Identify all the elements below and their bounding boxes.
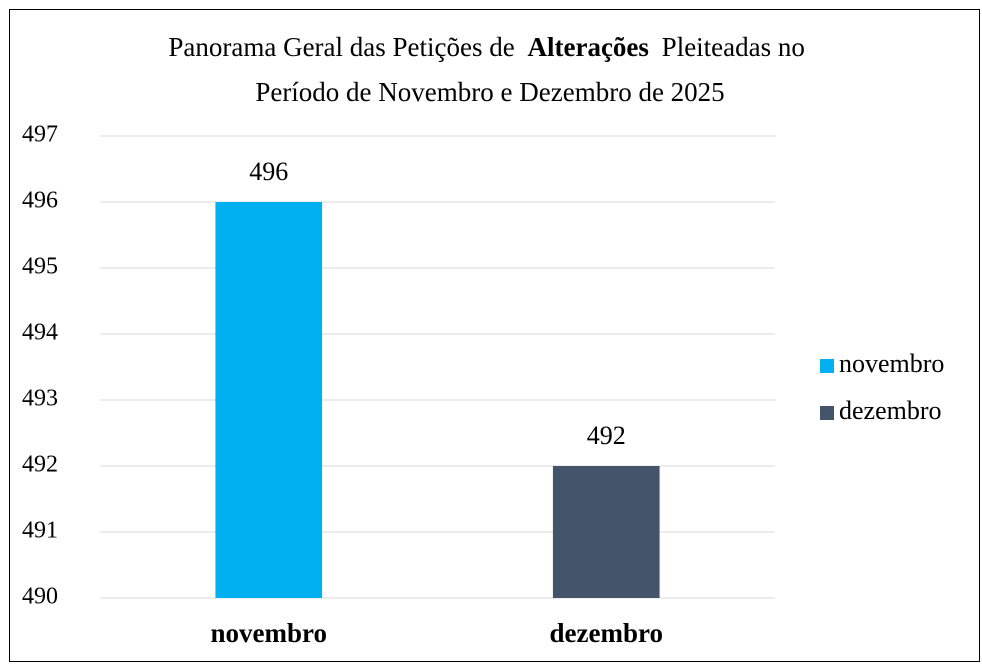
y-tick-label: 494	[22, 320, 58, 346]
data-label: 492	[587, 421, 626, 450]
legend-swatch	[820, 359, 834, 373]
y-tick-label: 493	[22, 386, 58, 412]
y-tick-label: 492	[22, 452, 58, 478]
title-part: Pleiteadas no	[662, 32, 805, 62]
legend-label: novembro	[839, 349, 944, 378]
data-label: 496	[249, 157, 288, 186]
legend-swatch	[820, 406, 834, 420]
bar	[552, 466, 660, 598]
y-tick-label: 497	[22, 122, 58, 148]
y-tick-label: 496	[22, 188, 58, 214]
y-tick-label: 495	[22, 254, 58, 280]
x-tick-label: novembro	[210, 618, 327, 648]
title-part: Período de Novembro e Dezembro de 2025	[255, 77, 724, 107]
legend-label: dezembro	[839, 396, 942, 425]
chart-title: Panorama Geral das Petições de Alteraçõe…	[168, 32, 811, 107]
y-tick-label: 490	[22, 584, 58, 610]
x-tick-label: dezembro	[550, 618, 663, 648]
title-part: Panorama Geral das Petições de	[168, 32, 514, 62]
chart-frame	[9, 9, 980, 662]
y-tick-label: 491	[22, 518, 58, 544]
bar	[215, 202, 323, 598]
title-part: Alterações	[527, 32, 648, 62]
